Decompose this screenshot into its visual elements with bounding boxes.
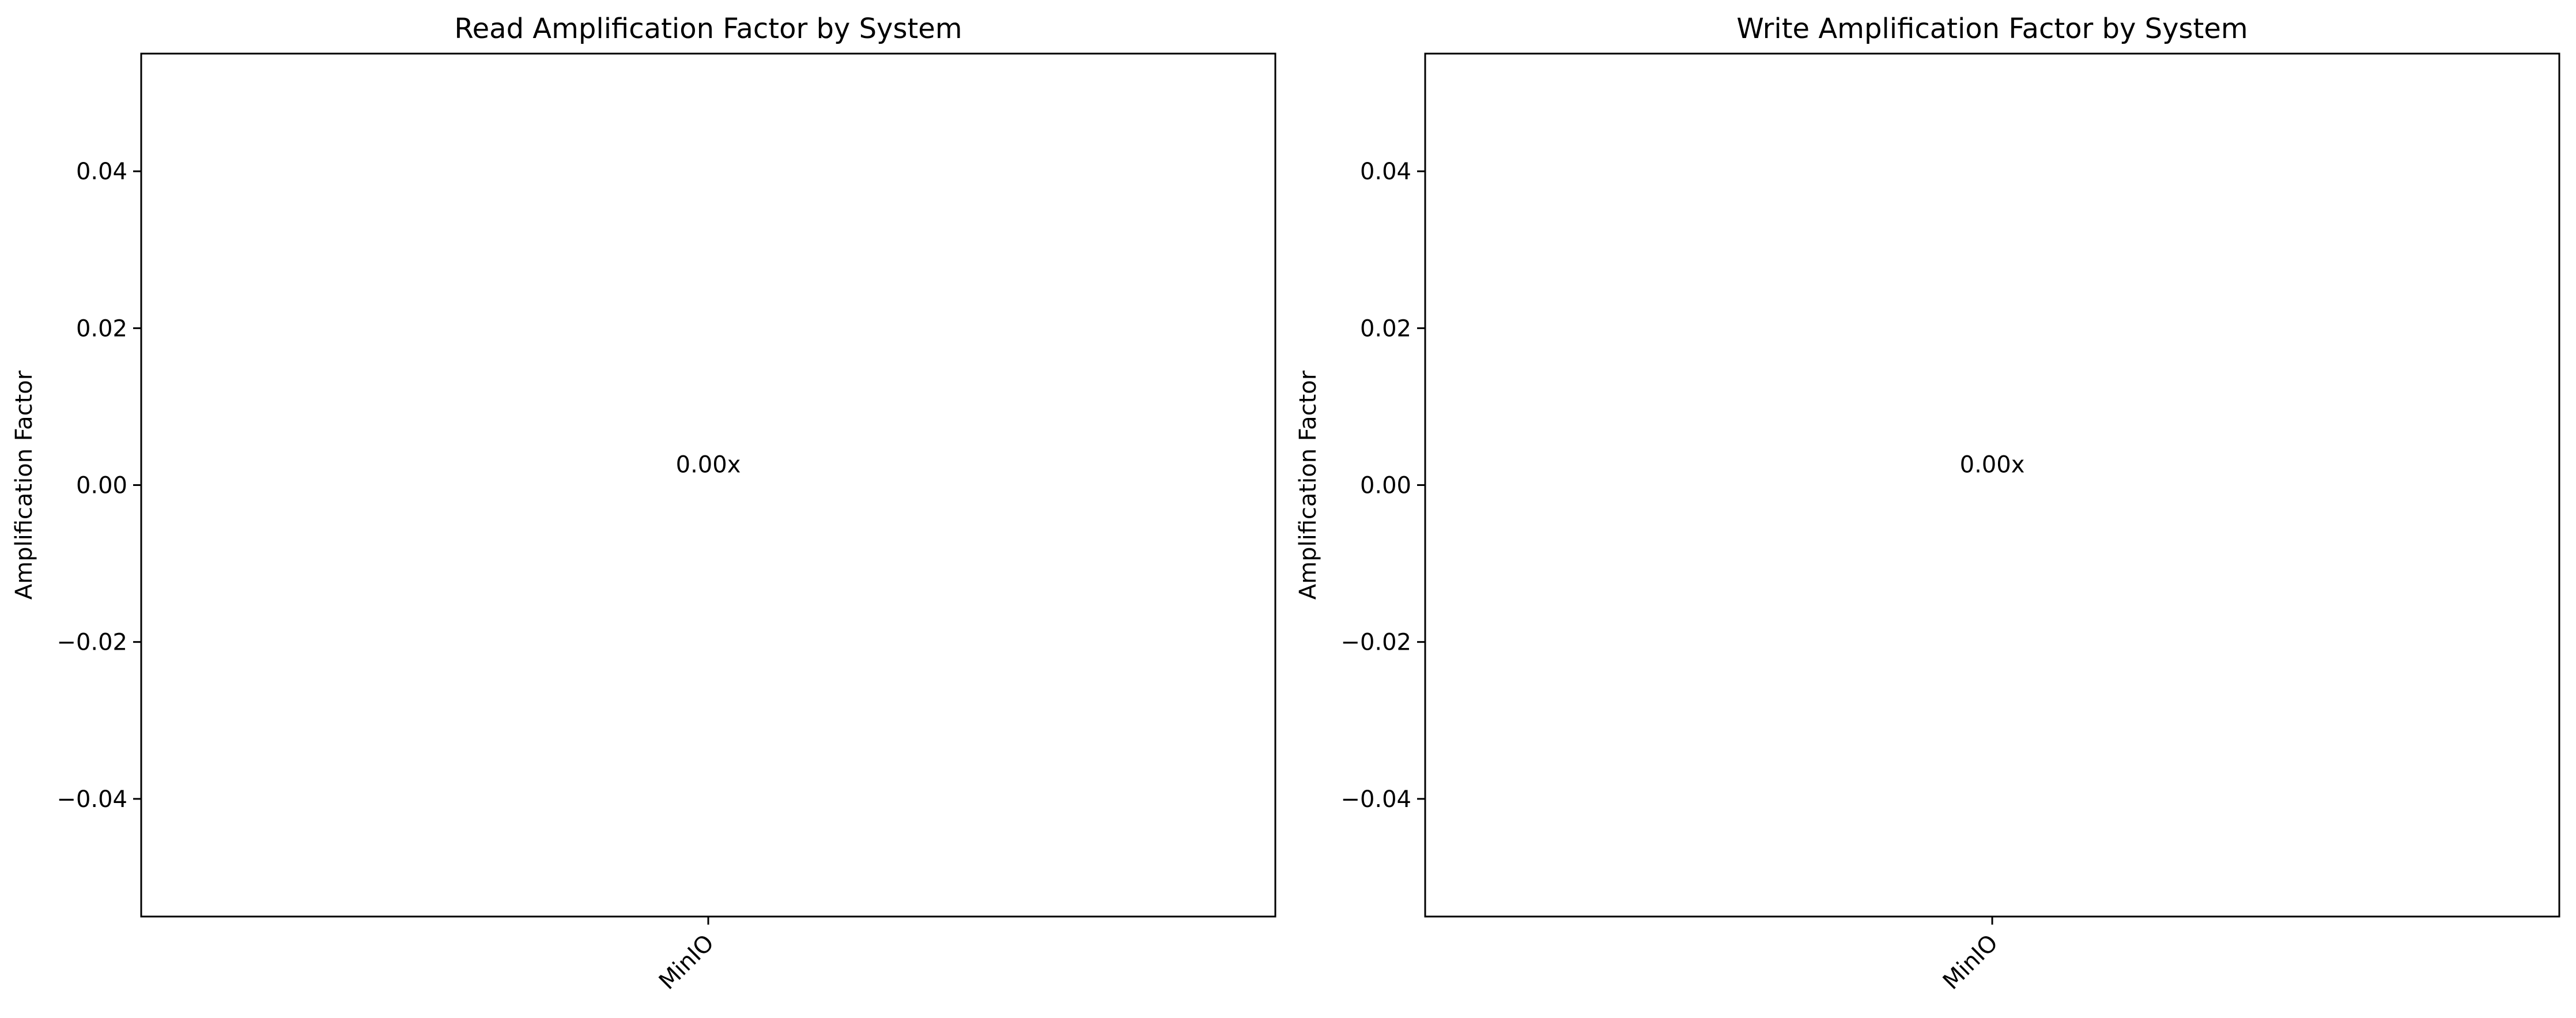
read-plot-frame: [140, 52, 1276, 918]
write-amplification-chart: Write Amplification Factor by System −0.0…: [1295, 13, 2560, 995]
bar-value-label: 0.00x: [1960, 452, 2025, 478]
y-tick-label: 0.00: [76, 473, 127, 499]
bar-value-label: 0.00x: [676, 452, 741, 478]
write-chart-title: Write Amplification Factor by System: [1736, 13, 2248, 45]
y-tick-label: −0.02: [56, 629, 127, 656]
y-tick-label: 0.02: [1360, 315, 1411, 342]
y-tick-label: −0.02: [1340, 629, 1411, 656]
y-tick-label: 0.04: [76, 159, 127, 185]
y-tick-label: 0.02: [76, 315, 127, 342]
x-tick-label: MinIO: [1938, 930, 2003, 995]
y-tick-label: 0.00: [1360, 473, 1411, 499]
y-tick-label: −0.04: [1340, 786, 1411, 813]
read-amplification-chart: Read Amplification Factor by System −0.04…: [11, 13, 1276, 995]
write-y-axis-label: Amplification Factor: [1295, 370, 1321, 600]
read-y-axis-label: Amplification Factor: [11, 370, 37, 600]
x-tick-label: MinIO: [654, 930, 719, 995]
write-plot-frame: [1424, 52, 2560, 918]
y-tick-label: −0.04: [56, 786, 127, 813]
y-tick-label: 0.04: [1360, 159, 1411, 185]
read-chart-title: Read Amplification Factor by System: [454, 13, 962, 45]
